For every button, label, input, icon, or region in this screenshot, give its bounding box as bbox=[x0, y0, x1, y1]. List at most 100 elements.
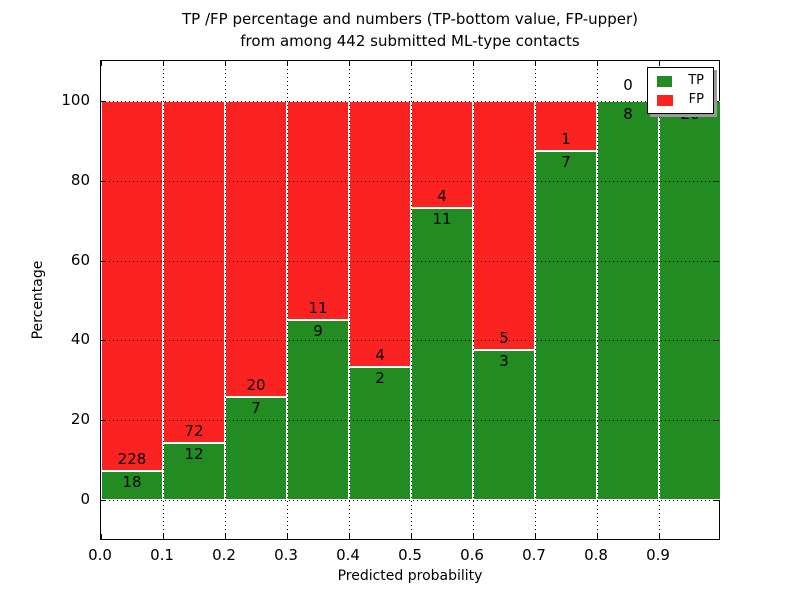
tick-mark bbox=[714, 180, 719, 182]
y-tick-label: 40 bbox=[70, 330, 90, 349]
tick-mark bbox=[225, 534, 226, 539]
x-tick-label: 0.6 bbox=[460, 546, 484, 564]
legend-label: FP bbox=[688, 92, 704, 107]
chart-title-line2: from among 442 submitted ML-type contact… bbox=[240, 32, 580, 50]
tick-mark bbox=[225, 61, 226, 66]
legend-swatch bbox=[657, 75, 673, 87]
bar-label-fp: 20 bbox=[246, 375, 266, 394]
y-gridline bbox=[101, 500, 719, 501]
y-tick-label: 80 bbox=[70, 170, 90, 189]
y-gridline bbox=[101, 260, 719, 262]
tick-mark bbox=[101, 61, 102, 66]
tick-mark bbox=[101, 260, 106, 262]
x-tick-label: 0.1 bbox=[150, 546, 174, 564]
tick-mark bbox=[659, 534, 660, 539]
bar-segment-fp bbox=[473, 101, 535, 351]
bar-segment-tp bbox=[411, 207, 473, 500]
x-gridline bbox=[225, 61, 226, 539]
legend-label: TP bbox=[688, 73, 704, 88]
x-gridline bbox=[163, 61, 164, 539]
tick-mark bbox=[714, 101, 719, 102]
x-tick-label: 0.8 bbox=[584, 546, 608, 564]
tick-mark bbox=[597, 534, 598, 539]
x-tick-label: 0.9 bbox=[646, 546, 670, 564]
tick-mark bbox=[287, 61, 288, 66]
tick-mark bbox=[714, 420, 719, 422]
bar-segment-tp bbox=[535, 150, 597, 500]
x-gridline bbox=[659, 61, 660, 539]
x-gridline bbox=[473, 61, 474, 539]
x-tick-label: 0.0 bbox=[88, 546, 112, 564]
bar-label-tp: 3 bbox=[499, 352, 509, 371]
bar-label-tp: 2 bbox=[375, 369, 385, 388]
bar-segment-tp bbox=[163, 442, 225, 500]
x-gridline bbox=[535, 61, 536, 539]
bar-label-tp: 7 bbox=[561, 152, 571, 171]
tick-mark bbox=[101, 101, 106, 102]
y-tick-label: 60 bbox=[70, 250, 90, 269]
bar-segment-tp bbox=[101, 470, 163, 500]
tick-mark bbox=[411, 534, 412, 539]
bar-label-fp: 228 bbox=[117, 449, 147, 468]
x-tick-label: 0.3 bbox=[274, 546, 298, 564]
y-gridline bbox=[101, 340, 719, 342]
chart-title: TP /FP percentage and numbers (TP-bottom… bbox=[100, 8, 720, 52]
tick-mark bbox=[101, 534, 102, 539]
tick-mark bbox=[411, 61, 412, 66]
bar-label-tp: 8 bbox=[623, 105, 633, 123]
chart-title-line1: TP /FP percentage and numbers (TP-bottom… bbox=[182, 10, 638, 28]
bar-label-fp: 5 bbox=[499, 329, 509, 348]
bar-label-tp: 11 bbox=[432, 209, 452, 228]
tick-mark bbox=[659, 61, 660, 66]
y-axis-label: Percentage bbox=[30, 260, 46, 340]
x-gridline bbox=[411, 61, 412, 539]
bar-label-tp: 7 bbox=[251, 398, 261, 417]
tick-mark bbox=[473, 534, 474, 539]
bar-label-fp: 4 bbox=[375, 346, 385, 365]
x-axis-label: Predicted probability bbox=[337, 568, 483, 584]
bar-label-tp: 9 bbox=[313, 322, 323, 341]
x-tick-label: 0.7 bbox=[522, 546, 546, 564]
tick-mark bbox=[535, 534, 536, 539]
bar-segment-tp bbox=[349, 367, 411, 500]
bar-label-tp: 12 bbox=[184, 444, 204, 463]
tick-mark bbox=[714, 260, 719, 262]
tick-mark bbox=[101, 500, 106, 501]
tick-mark bbox=[101, 420, 106, 422]
legend-box: TP FP bbox=[647, 67, 714, 114]
y-tick-label: 0 bbox=[80, 490, 90, 508]
tick-mark bbox=[714, 500, 719, 501]
bar-segment-tp bbox=[597, 101, 659, 500]
legend-item: FP bbox=[657, 93, 704, 107]
tick-mark bbox=[349, 61, 350, 66]
y-gridline bbox=[101, 101, 719, 102]
bar-label-fp: 72 bbox=[184, 421, 204, 440]
tick-mark bbox=[597, 61, 598, 66]
x-gridline bbox=[287, 61, 288, 539]
bar-label-fp: 4 bbox=[437, 186, 447, 205]
bar-segment-fp bbox=[287, 101, 349, 321]
bar-segment-tp bbox=[659, 101, 721, 500]
legend-item: TP bbox=[657, 74, 704, 88]
y-tick-label: 100 bbox=[61, 91, 90, 109]
bar-label-tp: 18 bbox=[122, 472, 142, 491]
bar-segment-fp bbox=[225, 101, 287, 397]
x-gridline bbox=[349, 61, 350, 539]
tick-mark bbox=[101, 180, 106, 182]
tick-mark bbox=[349, 534, 350, 539]
tick-mark bbox=[163, 61, 164, 66]
bar-label-fp: 11 bbox=[308, 299, 328, 318]
x-tick-label: 0.4 bbox=[336, 546, 360, 564]
tick-mark bbox=[714, 340, 719, 342]
tick-mark bbox=[287, 534, 288, 539]
x-tick-label: 0.5 bbox=[398, 546, 422, 564]
tick-mark bbox=[473, 61, 474, 66]
bar-segment-tp bbox=[287, 320, 349, 500]
bar-segment-tp bbox=[473, 350, 535, 500]
y-tick-label: 20 bbox=[70, 410, 90, 429]
x-tick-label: 0.2 bbox=[212, 546, 236, 564]
x-gridline bbox=[597, 61, 598, 539]
tick-mark bbox=[163, 534, 164, 539]
y-gridline bbox=[101, 420, 719, 422]
